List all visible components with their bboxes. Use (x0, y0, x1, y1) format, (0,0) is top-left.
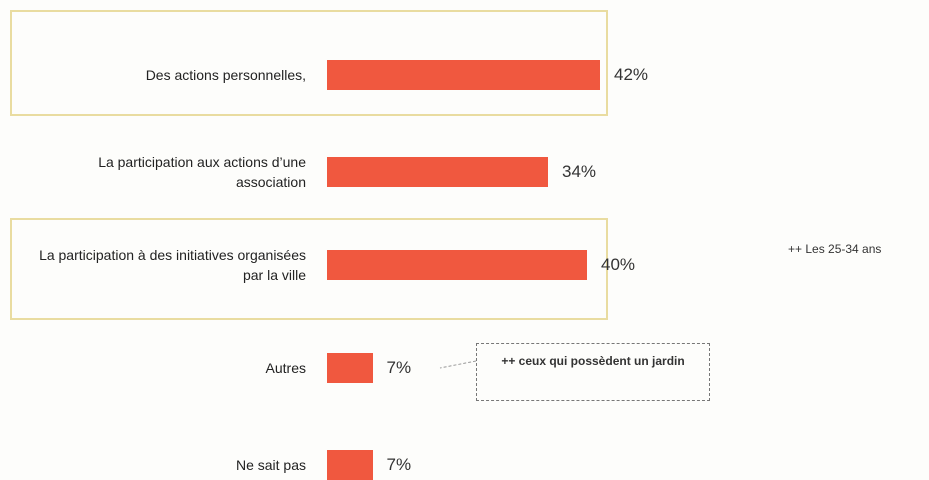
annotation-arrow (439, 360, 477, 369)
category-label: La participation à des initiatives organ… (39, 247, 306, 283)
value-label: 42% (614, 65, 649, 84)
annotation-box (476, 343, 710, 401)
value-label: 7% (386, 358, 412, 377)
annotation: ++ Les 25-34 ans (788, 242, 882, 256)
value-label: 34% (562, 162, 597, 181)
category-label: Des actions personnelles, (145, 67, 306, 83)
bar (327, 450, 373, 480)
bar (327, 250, 587, 280)
category-label: La participation aux actions d’une assoc… (98, 154, 306, 190)
bar (327, 353, 373, 383)
highlight-box (10, 218, 608, 320)
category-label: Autres (265, 360, 306, 376)
value-label: 7% (386, 455, 412, 474)
value-label: 40% (601, 255, 636, 274)
bar (327, 60, 600, 90)
highlight-box (10, 10, 608, 116)
category-label: Ne sait pas (235, 457, 306, 473)
annotation: ++ ceux qui possèdent un jardin (501, 354, 685, 368)
bar (327, 157, 548, 187)
